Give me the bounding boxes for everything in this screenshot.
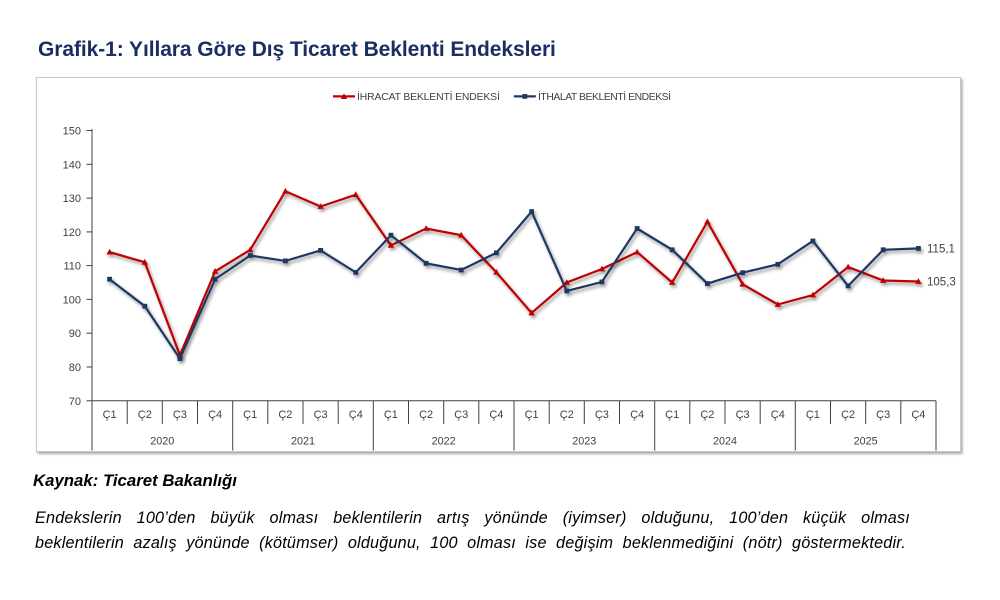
svg-text:Ç4: Ç4 bbox=[349, 409, 363, 421]
svg-text:110: 110 bbox=[63, 261, 81, 273]
svg-text:Ç1: Ç1 bbox=[525, 409, 539, 421]
svg-text:Ç2: Ç2 bbox=[560, 409, 574, 421]
svg-text:Ç2: Ç2 bbox=[138, 409, 152, 421]
svg-text:140: 140 bbox=[63, 159, 81, 171]
svg-text:2022: 2022 bbox=[432, 436, 456, 448]
svg-text:Ç1: Ç1 bbox=[103, 409, 117, 421]
svg-text:2023: 2023 bbox=[572, 436, 596, 448]
svg-text:Ç2: Ç2 bbox=[700, 409, 714, 421]
svg-text:2020: 2020 bbox=[150, 436, 174, 448]
svg-text:90: 90 bbox=[69, 328, 81, 340]
svg-text:2021: 2021 bbox=[291, 436, 315, 448]
svg-text:2025: 2025 bbox=[854, 436, 878, 448]
svg-text:Ç1: Ç1 bbox=[806, 409, 820, 421]
svg-text:Ç3: Ç3 bbox=[595, 409, 609, 421]
svg-text:Ç3: Ç3 bbox=[314, 409, 328, 421]
svg-text:Ç4: Ç4 bbox=[630, 409, 644, 421]
svg-text:100: 100 bbox=[63, 294, 81, 306]
svg-text:Ç2: Ç2 bbox=[841, 409, 855, 421]
svg-text:Ç3: Ç3 bbox=[736, 409, 750, 421]
svg-text:Ç4: Ç4 bbox=[911, 409, 925, 421]
svg-text:150: 150 bbox=[63, 126, 81, 138]
svg-text:Ç1: Ç1 bbox=[243, 409, 257, 421]
svg-text:Ç2: Ç2 bbox=[419, 409, 433, 421]
svg-text:130: 130 bbox=[63, 193, 81, 205]
svg-text:İHRACAT BEKLENTİ ENDEKSİ: İHRACAT BEKLENTİ ENDEKSİ bbox=[357, 90, 500, 103]
svg-text:Ç1: Ç1 bbox=[665, 409, 679, 421]
svg-text:80: 80 bbox=[69, 362, 81, 374]
svg-text:Ç3: Ç3 bbox=[454, 409, 468, 421]
svg-text:115,1: 115,1 bbox=[927, 243, 955, 255]
svg-text:105,3: 105,3 bbox=[927, 277, 956, 289]
svg-text:120: 120 bbox=[63, 227, 81, 239]
svg-text:Ç4: Ç4 bbox=[208, 409, 222, 421]
svg-text:2024: 2024 bbox=[713, 436, 737, 448]
svg-text:70: 70 bbox=[69, 396, 81, 408]
svg-text:Ç3: Ç3 bbox=[173, 409, 187, 421]
svg-text:Ç2: Ç2 bbox=[278, 409, 292, 421]
svg-text:Ç4: Ç4 bbox=[771, 409, 785, 421]
svg-text:Ç1: Ç1 bbox=[384, 409, 398, 421]
svg-text:Ç4: Ç4 bbox=[489, 409, 503, 421]
svg-text:Ç3: Ç3 bbox=[876, 409, 890, 421]
svg-text:İTHALAT BEKLENTİ ENDEKSİ: İTHALAT BEKLENTİ ENDEKSİ bbox=[538, 90, 671, 103]
